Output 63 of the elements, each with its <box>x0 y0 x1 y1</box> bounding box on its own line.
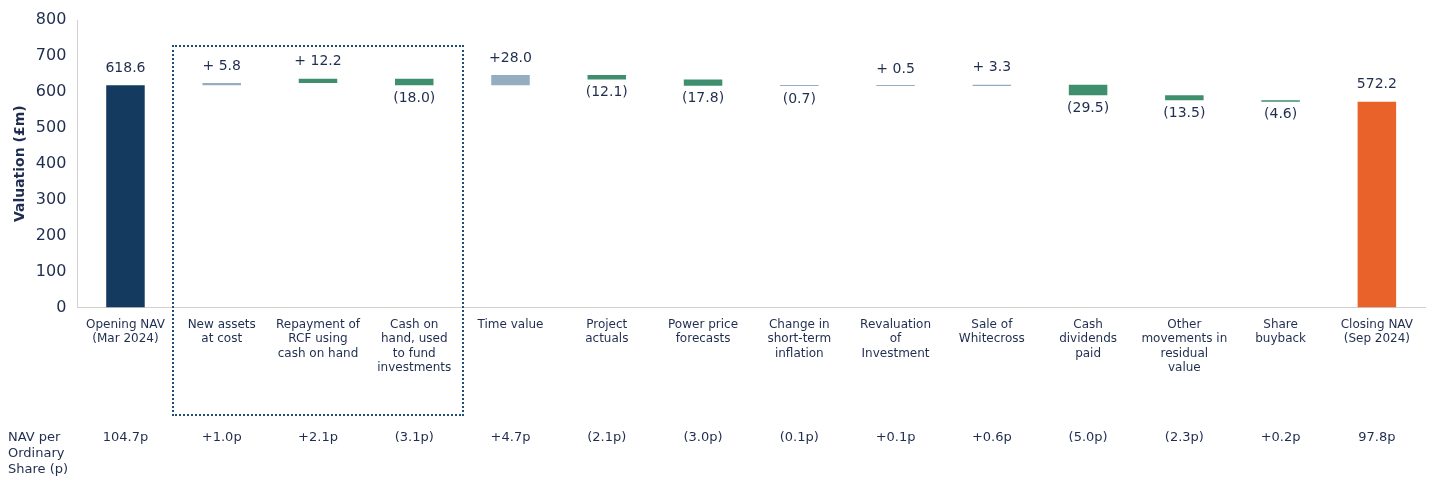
bar <box>683 79 723 86</box>
bar <box>587 75 627 80</box>
text: +0.1p <box>875 428 916 444</box>
data-label: + 12.2 <box>294 52 342 69</box>
x-tick-label: Project actuals <box>585 316 629 346</box>
data-label: + 5.8 <box>202 56 241 73</box>
x-tick-label: Closing NAV (Sep 2024) <box>1340 316 1414 346</box>
data-label: 572.2 <box>1356 75 1397 92</box>
bar <box>1357 101 1397 308</box>
bar <box>1068 84 1108 96</box>
x-tick-label: Share buyback <box>1255 316 1307 346</box>
bar <box>1165 95 1204 101</box>
bar <box>106 85 145 308</box>
y-tick-label: 500 <box>35 116 67 136</box>
bar <box>202 83 241 86</box>
text: (5.0p) <box>1068 428 1108 444</box>
y-tick-label: 800 <box>35 9 67 29</box>
data-label: (4.6) <box>1264 105 1298 122</box>
data-label: (13.5) <box>1163 103 1206 120</box>
data-label: (17.8) <box>681 89 725 106</box>
data-label: (0.7) <box>782 89 816 106</box>
x-tick-label: Power price forecasts <box>668 316 739 346</box>
x-tick-label: Other movements in residual value <box>1141 316 1228 374</box>
y-tick-label: 700 <box>35 45 67 65</box>
x-tick-label: Revaluation of Investment <box>860 316 932 360</box>
x-tick-label: Change in short-term inflation <box>767 316 832 360</box>
x-tick-label: Sale of Whitecross <box>958 316 1025 346</box>
data-label: 618.6 <box>105 58 146 75</box>
bar <box>298 78 338 84</box>
data-label: (29.5) <box>1067 98 1110 115</box>
text: 97.8p <box>1358 428 1396 444</box>
y-tick-label: 300 <box>35 188 67 208</box>
text: +1.0p <box>201 428 242 444</box>
y-tick-label: 0 <box>56 296 67 316</box>
data-label: (18.0) <box>393 88 436 105</box>
text: 104.7p <box>102 428 149 444</box>
x-tick-label: Cash on hand, used to fund investments <box>377 316 452 374</box>
text: (3.0p) <box>683 428 723 444</box>
text: (2.1p) <box>587 428 627 444</box>
data-label: (12.1) <box>585 83 628 100</box>
text: (2.3p) <box>1164 428 1204 444</box>
y-tick-label: 600 <box>35 81 67 101</box>
y-tick-label: 200 <box>35 224 67 244</box>
text: +4.7p <box>490 428 531 444</box>
bar <box>395 78 434 86</box>
text: (0.1p) <box>779 428 819 444</box>
bar <box>491 75 530 86</box>
x-tick-label: Repayment of RCF using cash on hand <box>275 316 361 360</box>
y-tick-label: 100 <box>35 260 67 280</box>
text: (3.1p) <box>394 428 434 444</box>
text: NAV per Ordinary Share (p) <box>8 428 69 476</box>
data-label: + 0.5 <box>876 59 915 76</box>
x-tick-label: New assets at cost <box>187 316 256 346</box>
y-tick-label: 400 <box>35 152 67 172</box>
text: +0.2p <box>1260 428 1301 444</box>
text: +2.1p <box>298 428 338 444</box>
x-tick-label: Time value <box>476 316 544 331</box>
x-tick-label: Cash dividends paid <box>1059 316 1118 360</box>
data-label: +28.0 <box>489 48 532 65</box>
data-label: + 3.3 <box>972 58 1012 75</box>
text: +0.6p <box>971 428 1012 444</box>
x-tick-label: Opening NAV (Mar 2024) <box>85 316 166 346</box>
y-axis-title: Valuation (£m) <box>11 105 28 223</box>
